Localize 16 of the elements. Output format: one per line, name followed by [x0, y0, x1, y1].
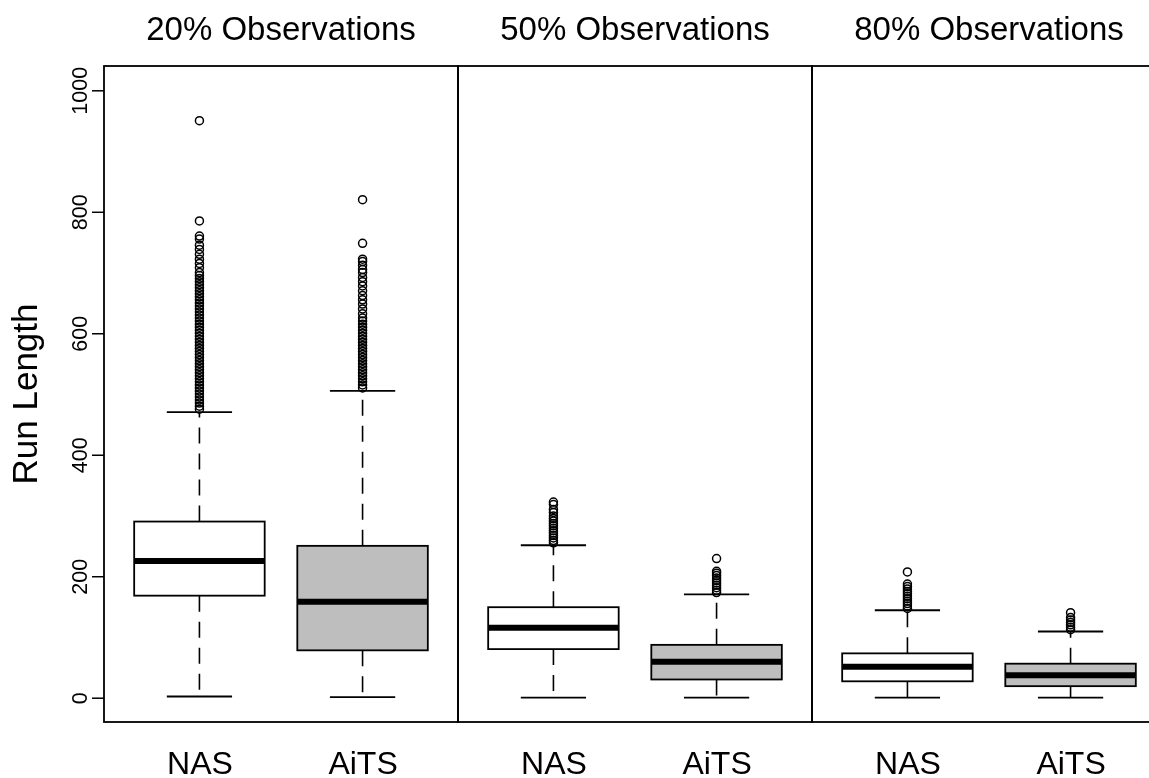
x-tick-label: AiTS [682, 744, 752, 778]
chart-title: 20% Observations [146, 10, 416, 47]
x-tick-label: NAS [167, 744, 233, 778]
y-tick-label: 400 [68, 437, 92, 474]
x-tick-label: NAS [521, 744, 587, 778]
y-axis-title: Run Length [5, 303, 44, 485]
chart-title: 80% Observations [854, 10, 1124, 47]
x-tick-label: AiTS [328, 744, 398, 778]
y-tick-label: 0 [68, 692, 92, 705]
y-tick-label: 200 [68, 558, 92, 595]
y-tick-label: 1000 [68, 66, 92, 115]
y-tick-label: 600 [68, 315, 92, 352]
x-tick-label: NAS [875, 744, 941, 778]
y-tick-label: 800 [68, 194, 92, 231]
chart-title: 50% Observations [500, 10, 770, 47]
x-tick-label: AiTS [1036, 744, 1106, 778]
